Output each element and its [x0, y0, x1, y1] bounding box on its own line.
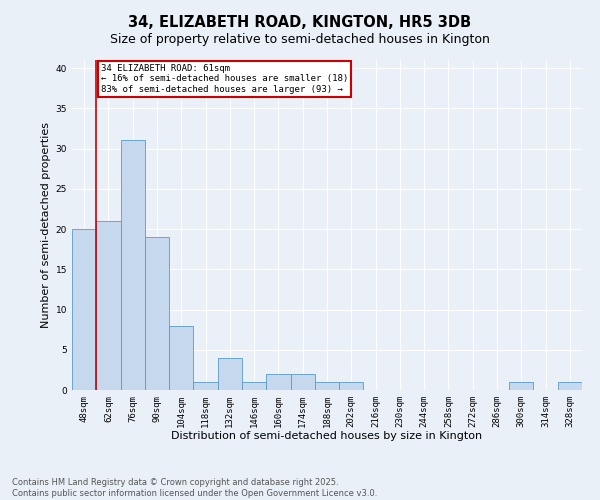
- Y-axis label: Number of semi-detached properties: Number of semi-detached properties: [41, 122, 52, 328]
- Bar: [339, 382, 364, 390]
- Bar: [558, 382, 582, 390]
- Text: 34 ELIZABETH ROAD: 61sqm
← 16% of semi-detached houses are smaller (18)
83% of s: 34 ELIZABETH ROAD: 61sqm ← 16% of semi-d…: [101, 64, 349, 94]
- Bar: [72, 229, 96, 390]
- Bar: [193, 382, 218, 390]
- Bar: [266, 374, 290, 390]
- Text: 34, ELIZABETH ROAD, KINGTON, HR5 3DB: 34, ELIZABETH ROAD, KINGTON, HR5 3DB: [128, 15, 472, 30]
- Bar: [242, 382, 266, 390]
- Text: Contains HM Land Registry data © Crown copyright and database right 2025.
Contai: Contains HM Land Registry data © Crown c…: [12, 478, 377, 498]
- Bar: [145, 237, 169, 390]
- Bar: [121, 140, 145, 390]
- Bar: [290, 374, 315, 390]
- Bar: [509, 382, 533, 390]
- Bar: [218, 358, 242, 390]
- X-axis label: Distribution of semi-detached houses by size in Kington: Distribution of semi-detached houses by …: [172, 432, 482, 442]
- Bar: [169, 326, 193, 390]
- Bar: [315, 382, 339, 390]
- Text: Size of property relative to semi-detached houses in Kington: Size of property relative to semi-detach…: [110, 32, 490, 46]
- Bar: [96, 221, 121, 390]
